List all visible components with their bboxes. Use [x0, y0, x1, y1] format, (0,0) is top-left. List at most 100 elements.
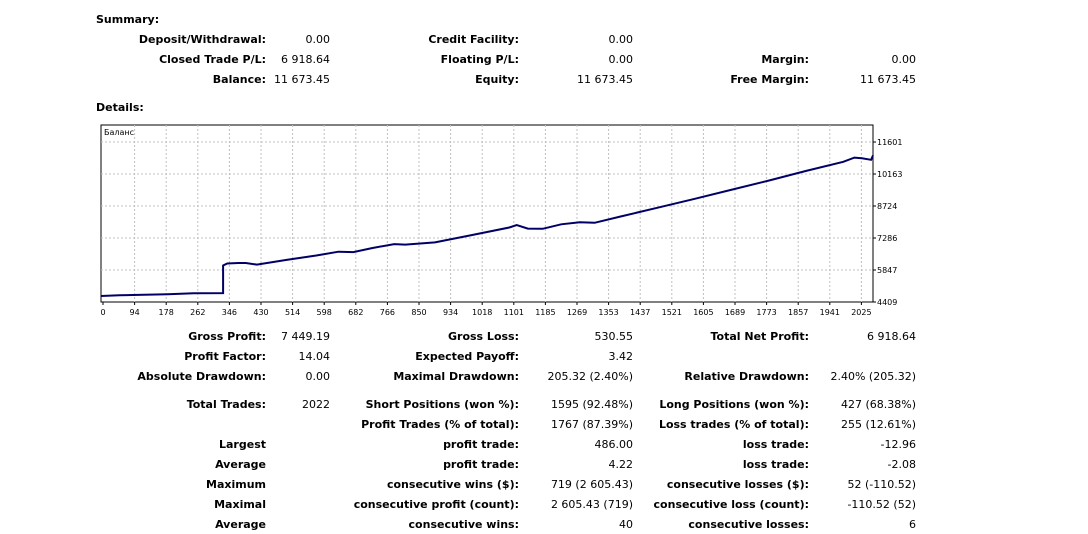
maximal-drawdown-label: Maximal Drawdown:	[393, 370, 519, 383]
largest-label: Largest	[219, 438, 266, 451]
y-tick-label: 4409	[877, 298, 897, 307]
avg-consecutive-losses-label: consecutive losses:	[688, 518, 809, 531]
x-tick-label: 934	[443, 308, 458, 317]
average-profit-label: profit trade:	[443, 458, 519, 471]
free-margin-label: Free Margin:	[730, 73, 809, 86]
relative-drawdown-value: 2.40% (205.32)	[830, 370, 916, 383]
deposit-value: 0.00	[305, 33, 331, 46]
total-net-value: 6 918.64	[867, 330, 916, 343]
x-tick-label: 682	[348, 308, 363, 317]
largest-loss-label: loss trade:	[742, 438, 809, 451]
profit-factor-value: 14.04	[298, 350, 331, 363]
x-tick-label: 514	[285, 308, 300, 317]
x-tick-label: 0	[100, 308, 105, 317]
x-tick-label: 1018	[472, 308, 492, 317]
absolute-drawdown-label: Absolute Drawdown:	[137, 370, 266, 383]
gross-profit-value: 7 449.19	[281, 330, 330, 343]
y-axis: 11601 10163 8724 7286 5847 4409	[873, 138, 902, 307]
chart-grid	[101, 125, 873, 302]
x-tick-label: 346	[222, 308, 237, 317]
average-loss-value: -2.08	[887, 458, 916, 471]
profit-trades-value: 1767 (87.39%)	[550, 418, 633, 431]
expected-payoff-label: Expected Payoff:	[415, 350, 519, 363]
credit-label: Credit Facility:	[428, 33, 519, 46]
deposit-label: Deposit/Withdrawal:	[138, 33, 266, 46]
profit-trades-label: Profit Trades (% of total):	[361, 418, 519, 431]
loss-trades-label: Loss trades (% of total):	[658, 418, 809, 431]
equity-label: Equity:	[475, 73, 519, 86]
floating-pl-value: 0.00	[608, 53, 634, 66]
x-tick-label: 1605	[693, 308, 713, 317]
margin-label: Margin:	[761, 53, 809, 66]
x-tick-label: 598	[317, 308, 332, 317]
y-tick-label: 10163	[877, 170, 902, 179]
total-trades-label: Total Trades:	[186, 398, 266, 411]
gross-profit-label: Gross Profit:	[188, 330, 266, 343]
x-tick-label: 1689	[725, 308, 745, 317]
x-tick-label: 178	[159, 308, 174, 317]
x-axis: 0 94 178 262 346 430 514 598 682 766 850 934 1018 110…	[100, 302, 872, 317]
maximal-label: Maximal	[214, 498, 266, 511]
short-positions-label: Short Positions (won %):	[365, 398, 519, 411]
credit-value: 0.00	[608, 33, 634, 46]
maximum-label: Maximum	[206, 478, 266, 491]
summary-heading: Summary:	[96, 13, 160, 26]
balance-label: Balance:	[212, 73, 266, 86]
y-tick-label: 7286	[877, 234, 897, 243]
short-positions-value: 1595 (92.48%)	[550, 398, 633, 411]
loss-trades-value: 255 (12.61%)	[840, 418, 916, 431]
total-net-label: Total Net Profit:	[710, 330, 810, 343]
x-tick-label: 94	[130, 308, 140, 317]
chart-plot-area	[100, 124, 874, 303]
absolute-drawdown-value: 0.00	[305, 370, 331, 383]
maximal-consecutive-loss-label: consecutive loss (count):	[653, 498, 809, 511]
equity-value: 11 673.45	[577, 73, 633, 86]
balance-value: 11 673.45	[274, 73, 330, 86]
max-consecutive-losses-value: 52 (-110.52)	[847, 478, 916, 491]
y-tick-label: 8724	[877, 202, 897, 211]
maximal-drawdown-value: 205.32 (2.40%)	[547, 370, 633, 383]
avg-consecutive-losses-value: 6	[909, 518, 916, 531]
long-positions-label: Long Positions (won %):	[659, 398, 809, 411]
margin-value: 0.00	[891, 53, 917, 66]
largest-profit-value: 486.00	[594, 438, 634, 451]
gross-loss-label: Gross Loss:	[448, 330, 519, 343]
x-tick-label: 2025	[851, 308, 871, 317]
chart-title: Баланс	[104, 128, 134, 137]
details-heading: Details:	[96, 101, 144, 114]
closed-pl-label: Closed Trade P/L:	[159, 53, 266, 66]
maximal-consecutive-profit-value: 2 605.43 (719)	[550, 498, 633, 511]
total-trades-value: 2022	[302, 398, 330, 411]
expected-payoff-value: 3.42	[608, 350, 634, 363]
largest-loss-value: -12.96	[880, 438, 916, 451]
x-tick-label: 1941	[820, 308, 840, 317]
y-tick-label: 11601	[877, 138, 902, 147]
average-loss-label: loss trade:	[742, 458, 809, 471]
gross-loss-value: 530.55	[594, 330, 634, 343]
largest-profit-label: profit trade:	[443, 438, 519, 451]
profit-factor-label: Profit Factor:	[184, 350, 266, 363]
long-positions-value: 427 (68.38%)	[840, 398, 916, 411]
x-tick-label: 1353	[598, 308, 618, 317]
closed-pl-value: 6 918.64	[281, 53, 330, 66]
maximal-consecutive-loss-value: -110.52 (52)	[847, 498, 916, 511]
avg-consecutive-wins-value: 40	[619, 518, 633, 531]
x-tick-label: 262	[190, 308, 205, 317]
free-margin-value: 11 673.45	[860, 73, 916, 86]
x-tick-label: 430	[253, 308, 268, 317]
max-consecutive-wins-label: consecutive wins ($):	[386, 478, 519, 491]
balance-line	[100, 155, 874, 297]
x-tick-label: 1101	[504, 308, 524, 317]
x-tick-label: 1773	[756, 308, 776, 317]
average-label: Average	[215, 458, 266, 471]
x-tick-label: 766	[380, 308, 395, 317]
max-consecutive-wins-value: 719 (2 605.43)	[550, 478, 633, 491]
average-profit-value: 4.22	[608, 458, 634, 471]
x-tick-label: 1185	[535, 308, 555, 317]
max-consecutive-losses-label: consecutive losses ($):	[666, 478, 809, 491]
average-consecutive-label: Average	[215, 518, 266, 531]
x-tick-label: 850	[411, 308, 426, 317]
x-tick-label: 1857	[788, 308, 808, 317]
maximal-consecutive-profit-label: consecutive profit (count):	[353, 498, 519, 511]
